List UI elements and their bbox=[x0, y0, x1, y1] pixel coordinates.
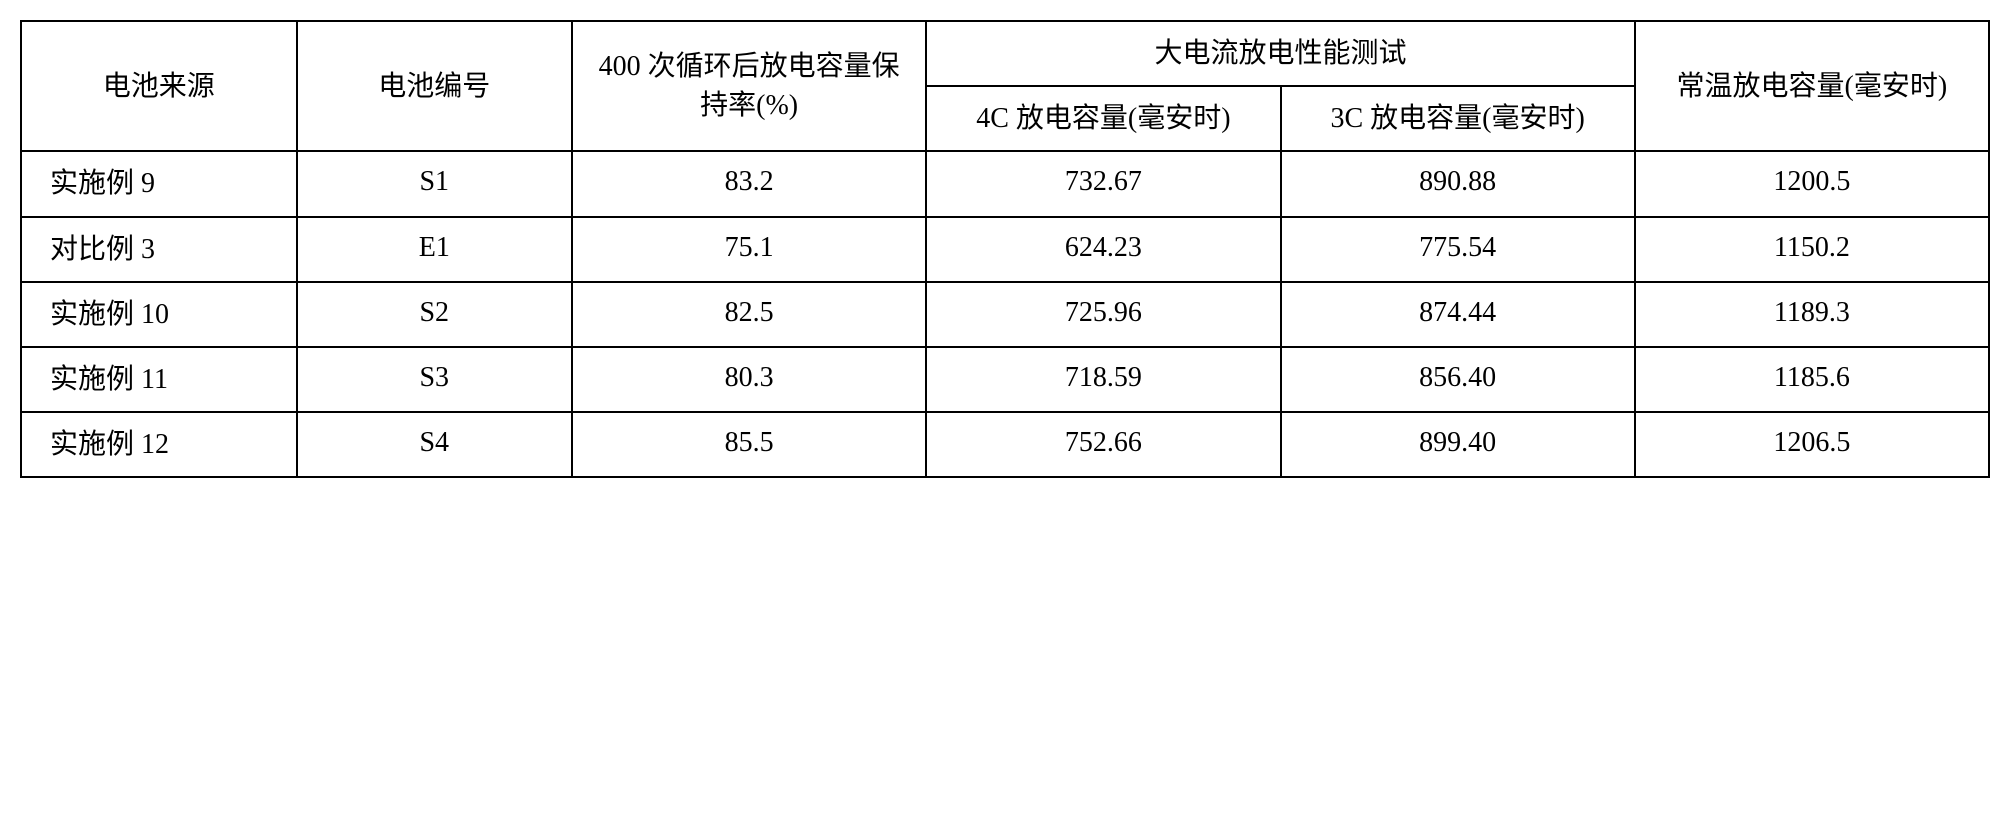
cell-4c: 624.23 bbox=[926, 217, 1280, 282]
cell-rt: 1150.2 bbox=[1635, 217, 1989, 282]
cell-source: 实施例 9 bbox=[21, 151, 297, 216]
cell-id: S3 bbox=[297, 347, 573, 412]
cell-rt: 1185.6 bbox=[1635, 347, 1989, 412]
cell-3c: 856.40 bbox=[1281, 347, 1635, 412]
table-row: 实施例 11 S3 80.3 718.59 856.40 1185.6 bbox=[21, 347, 1989, 412]
cell-retention: 83.2 bbox=[572, 151, 926, 216]
col-header-room-temp: 常温放电容量(毫安时) bbox=[1635, 21, 1989, 151]
cell-source: 实施例 10 bbox=[21, 282, 297, 347]
table-row: 实施例 12 S4 85.5 752.66 899.40 1206.5 bbox=[21, 412, 1989, 477]
cell-rt: 1206.5 bbox=[1635, 412, 1989, 477]
col-header-3c: 3C 放电容量(毫安时) bbox=[1281, 86, 1635, 151]
cell-id: S2 bbox=[297, 282, 573, 347]
table-row: 对比例 3 E1 75.1 624.23 775.54 1150.2 bbox=[21, 217, 1989, 282]
battery-performance-table: 电池来源 电池编号 400 次循环后放电容量保持率(%) 大电流放电性能测试 常… bbox=[20, 20, 1990, 478]
table-row: 实施例 10 S2 82.5 725.96 874.44 1189.3 bbox=[21, 282, 1989, 347]
cell-retention: 82.5 bbox=[572, 282, 926, 347]
col-header-retention: 400 次循环后放电容量保持率(%) bbox=[572, 21, 926, 151]
cell-retention: 85.5 bbox=[572, 412, 926, 477]
cell-3c: 775.54 bbox=[1281, 217, 1635, 282]
cell-id: S4 bbox=[297, 412, 573, 477]
cell-source: 实施例 11 bbox=[21, 347, 297, 412]
cell-source: 对比例 3 bbox=[21, 217, 297, 282]
table-header-row-1: 电池来源 电池编号 400 次循环后放电容量保持率(%) 大电流放电性能测试 常… bbox=[21, 21, 1989, 86]
cell-3c: 890.88 bbox=[1281, 151, 1635, 216]
table-body: 实施例 9 S1 83.2 732.67 890.88 1200.5 对比例 3… bbox=[21, 151, 1989, 477]
table-header: 电池来源 电池编号 400 次循环后放电容量保持率(%) 大电流放电性能测试 常… bbox=[21, 21, 1989, 151]
cell-4c: 718.59 bbox=[926, 347, 1280, 412]
cell-id: S1 bbox=[297, 151, 573, 216]
table-row: 实施例 9 S1 83.2 732.67 890.88 1200.5 bbox=[21, 151, 1989, 216]
cell-id: E1 bbox=[297, 217, 573, 282]
cell-retention: 80.3 bbox=[572, 347, 926, 412]
col-header-source: 电池来源 bbox=[21, 21, 297, 151]
cell-3c: 874.44 bbox=[1281, 282, 1635, 347]
cell-rt: 1200.5 bbox=[1635, 151, 1989, 216]
cell-rt: 1189.3 bbox=[1635, 282, 1989, 347]
cell-4c: 732.67 bbox=[926, 151, 1280, 216]
col-header-high-current-group: 大电流放电性能测试 bbox=[926, 21, 1634, 86]
cell-4c: 725.96 bbox=[926, 282, 1280, 347]
cell-source: 实施例 12 bbox=[21, 412, 297, 477]
cell-retention: 75.1 bbox=[572, 217, 926, 282]
col-header-id: 电池编号 bbox=[297, 21, 573, 151]
col-header-4c: 4C 放电容量(毫安时) bbox=[926, 86, 1280, 151]
cell-3c: 899.40 bbox=[1281, 412, 1635, 477]
cell-4c: 752.66 bbox=[926, 412, 1280, 477]
